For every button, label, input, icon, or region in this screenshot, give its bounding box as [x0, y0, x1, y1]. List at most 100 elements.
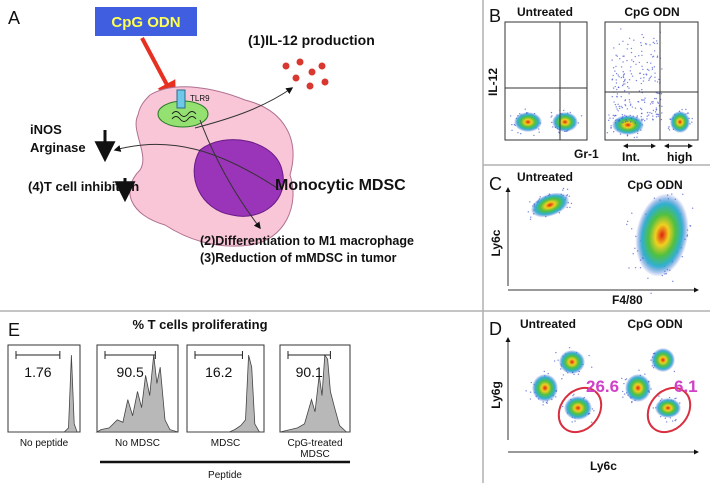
event-dot	[621, 377, 623, 380]
x-axis-label: Ly6c	[590, 459, 617, 473]
event-dot	[654, 76, 656, 78]
event-dot	[667, 127, 670, 129]
event-dot	[622, 76, 625, 79]
event-dot	[652, 100, 654, 103]
event-dot	[638, 369, 640, 371]
event-dot	[655, 97, 657, 100]
cpg-text: CpG ODN	[111, 14, 180, 31]
event-dot	[561, 378, 563, 380]
event-dot	[529, 201, 531, 203]
event-dot	[664, 417, 667, 419]
event-dot	[673, 370, 676, 373]
event-dot	[656, 56, 659, 59]
density	[532, 374, 558, 402]
event-dot	[628, 93, 630, 95]
t-cell-inhibition: (4)T cell inhibition	[28, 179, 139, 194]
event-dot	[509, 115, 512, 117]
panel-label: D	[489, 319, 502, 339]
event-dot	[652, 118, 654, 120]
event-dot	[658, 92, 660, 95]
event-dot	[622, 121, 624, 124]
event-dot	[655, 40, 658, 42]
event-dot	[625, 115, 628, 118]
event-dot	[629, 104, 632, 107]
event-dot	[626, 81, 629, 84]
event-dot	[652, 41, 655, 44]
event-dot	[614, 122, 617, 124]
event-dot	[643, 73, 645, 76]
event-dot	[611, 79, 613, 81]
event-dot	[529, 398, 532, 400]
event-dot	[691, 117, 693, 120]
event-dot	[656, 113, 659, 116]
event-dot	[622, 396, 624, 398]
density	[635, 193, 689, 277]
event-dot	[626, 223, 628, 226]
gate-value: 1.76	[24, 364, 51, 380]
event-dot	[620, 105, 622, 108]
event-dot	[630, 103, 632, 105]
event-dot	[628, 37, 631, 39]
event-dot	[626, 59, 628, 62]
event-dot	[625, 119, 627, 121]
density	[625, 374, 651, 402]
mdsc-label: Monocytic MDSC	[275, 177, 406, 194]
x-axis-label: F4/80	[612, 293, 643, 307]
event-dot	[527, 211, 529, 213]
event-dot	[675, 419, 677, 421]
event-dot	[639, 267, 642, 269]
event-dot	[665, 421, 668, 423]
event-dot	[643, 120, 646, 122]
event-dot	[640, 99, 643, 101]
event-dot	[640, 82, 643, 85]
event-dot	[632, 253, 634, 255]
event-dot	[654, 72, 656, 74]
event-dot	[630, 73, 633, 75]
event-dot	[646, 68, 649, 71]
event-dot	[636, 136, 638, 138]
int-label: Int.	[622, 150, 640, 164]
density	[530, 192, 570, 218]
event-dot	[625, 378, 628, 380]
event-dot	[640, 77, 642, 80]
event-dot	[637, 100, 639, 103]
event-dot	[612, 117, 614, 119]
plot-title: Untreated	[517, 5, 573, 19]
event-dot	[628, 79, 631, 81]
event-dot	[648, 78, 651, 80]
event-dot	[642, 118, 644, 121]
event-dot	[547, 372, 549, 375]
event-dot	[623, 73, 626, 75]
event-dot	[658, 78, 660, 81]
plot-title: CpG ODN	[624, 5, 679, 19]
event-dot	[685, 108, 687, 111]
event-dot	[631, 106, 634, 108]
event-dot	[621, 117, 623, 120]
event-dot	[624, 103, 626, 106]
event-dot	[631, 59, 633, 61]
event-dot	[631, 212, 633, 214]
event-dot	[630, 228, 633, 230]
event-dot	[511, 123, 513, 126]
inos: iNOS	[30, 122, 62, 137]
event-dot	[668, 126, 670, 128]
event-dot	[618, 105, 620, 108]
event-dot	[529, 218, 532, 221]
event-dot	[652, 115, 654, 117]
event-dot	[628, 87, 630, 89]
event-dot	[562, 189, 564, 191]
event-dot	[646, 118, 648, 120]
event-dot	[577, 122, 580, 124]
event-dot	[630, 47, 633, 50]
sample-label-text: No MDSC	[114, 438, 160, 449]
panel-title: % T cells proliferating	[132, 317, 267, 332]
event-dot	[674, 397, 676, 400]
density	[651, 348, 675, 372]
event-dot	[622, 55, 624, 57]
event-dot	[611, 59, 613, 61]
event-dot	[642, 36, 645, 39]
event-dot	[633, 39, 635, 41]
gate	[557, 386, 603, 434]
density	[552, 112, 578, 132]
event-dot	[568, 195, 570, 197]
